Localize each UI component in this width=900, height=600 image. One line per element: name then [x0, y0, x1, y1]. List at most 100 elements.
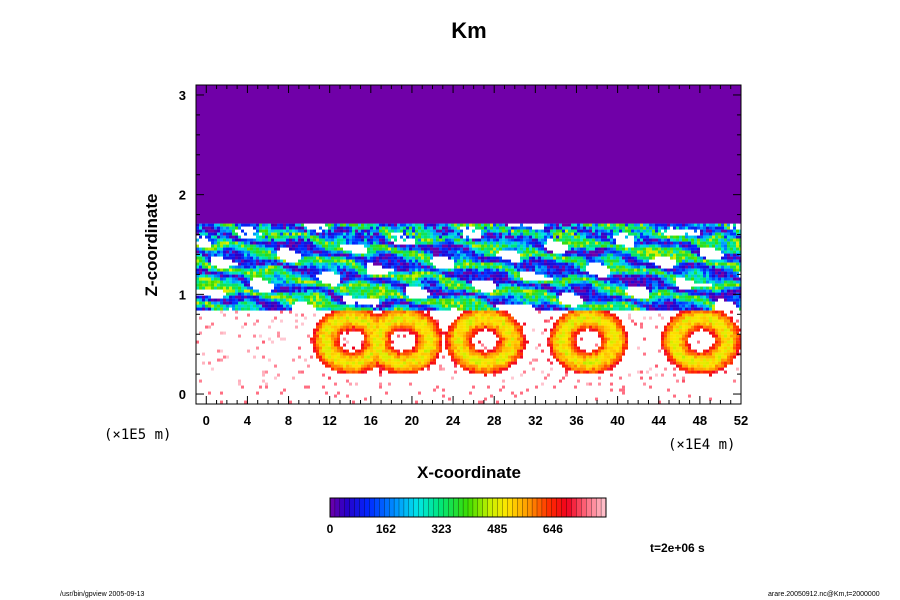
- heatmap-cell: [217, 244, 220, 248]
- heatmap-cell: [649, 316, 652, 320]
- heatmap-cell: [403, 301, 406, 305]
- heatmap-cell: [289, 226, 292, 230]
- heatmap-cell: [649, 271, 652, 275]
- heatmap-cell: [715, 316, 718, 320]
- heatmap-cell: [256, 241, 259, 245]
- heatmap-cell: [514, 265, 517, 269]
- heatmap-cell: [490, 253, 493, 257]
- heatmap-cell: [394, 283, 397, 287]
- heatmap-cell: [697, 316, 700, 320]
- heatmap-cell: [670, 301, 673, 305]
- heatmap-cell: [205, 265, 208, 269]
- heatmap-cell: [508, 277, 511, 281]
- heatmap-cell: [277, 229, 280, 233]
- heatmap-cell: [292, 244, 295, 248]
- heatmap-cell: [421, 232, 424, 236]
- heatmap-cell: [355, 292, 358, 296]
- heatmap-cell: [331, 286, 334, 290]
- heatmap-cell: [202, 226, 205, 230]
- heatmap-cell: [322, 286, 325, 290]
- heatmap-cell: [337, 286, 340, 290]
- heatmap-cell: [361, 286, 364, 290]
- heatmap-cell: [580, 259, 583, 263]
- heatmap-cell: [199, 271, 202, 275]
- heatmap-cell: [634, 307, 637, 311]
- heatmap-cell: [310, 298, 313, 302]
- heatmap-cell: [304, 292, 307, 296]
- heatmap-cell: [676, 301, 679, 305]
- heatmap-cell: [436, 307, 439, 311]
- heatmap-cell: [313, 265, 316, 269]
- heatmap-cell: [715, 292, 718, 296]
- heatmap-cell: [340, 250, 343, 254]
- heatmap-cell: [403, 310, 406, 314]
- heatmap-cell: [535, 247, 538, 251]
- heatmap-cell: [466, 286, 469, 290]
- heatmap-cell: [562, 289, 565, 293]
- heatmap-cell: [682, 262, 685, 266]
- heatmap-cell: [694, 301, 697, 305]
- heatmap-cell: [664, 241, 667, 245]
- heatmap-cell: [277, 289, 280, 293]
- heatmap-cell: [691, 238, 694, 242]
- heatmap-cell: [430, 295, 433, 299]
- heatmap-cell: [388, 247, 391, 251]
- heatmap-cell: [220, 253, 223, 257]
- heatmap-cell: [367, 313, 370, 317]
- heatmap-cell: [322, 289, 325, 293]
- heatmap-cell: [352, 310, 355, 314]
- heatmap-cell: [418, 256, 421, 260]
- heatmap-cell: [466, 301, 469, 305]
- heatmap-cell: [631, 232, 634, 236]
- heatmap-cell: [694, 307, 697, 311]
- heatmap-cell: [715, 271, 718, 275]
- heatmap-cell: [733, 286, 736, 290]
- heatmap-cell: [700, 280, 703, 284]
- heatmap-cell: [451, 244, 454, 248]
- heatmap-cell: [667, 238, 670, 242]
- heatmap-cell: [268, 301, 271, 305]
- heatmap-cell: [544, 226, 547, 230]
- heatmap-cell: [502, 283, 505, 287]
- heatmap-cell: [622, 262, 625, 266]
- heatmap-cell: [406, 244, 409, 248]
- heatmap-cell: [499, 271, 502, 275]
- heatmap-cell: [409, 262, 412, 266]
- heatmap-cell: [715, 313, 718, 317]
- heatmap-cell: [445, 244, 448, 248]
- heatmap-cell: [577, 250, 580, 254]
- heatmap-cell: [613, 262, 616, 266]
- heatmap-cell: [664, 304, 667, 308]
- heatmap-cell: [382, 256, 385, 260]
- heatmap-cell: [379, 298, 382, 302]
- heatmap-cell: [655, 247, 658, 251]
- heatmap-cell: [292, 295, 295, 299]
- heatmap-cell: [304, 229, 307, 233]
- heatmap-cell: [481, 226, 484, 230]
- heatmap-cell: [400, 298, 403, 302]
- heatmap-cell: [436, 292, 439, 296]
- heatmap-cell: [484, 271, 487, 275]
- heatmap-cell: [472, 265, 475, 269]
- heatmap-cell: [349, 253, 352, 257]
- heatmap-cell: [589, 241, 592, 245]
- heatmap-cell: [466, 259, 469, 263]
- heatmap-cell: [232, 268, 235, 272]
- heatmap-cell: [457, 277, 460, 281]
- heatmap-cell: [694, 313, 697, 317]
- heatmap-cell: [616, 280, 619, 284]
- heatmap-cell: [313, 247, 316, 251]
- heatmap-cell: [349, 232, 352, 236]
- heatmap-cell: [412, 301, 415, 305]
- heatmap-cell: [316, 304, 319, 308]
- heatmap-cell: [211, 307, 214, 311]
- heatmap-cell: [304, 271, 307, 275]
- heatmap-cell: [391, 277, 394, 281]
- heatmap-cell: [361, 232, 364, 236]
- heatmap-cell: [505, 247, 508, 251]
- heatmap-cell: [361, 283, 364, 287]
- heatmap-cell: [691, 244, 694, 248]
- heatmap-cell: [727, 232, 730, 236]
- heatmap-cell: [520, 238, 523, 242]
- heatmap-cell: [334, 316, 337, 320]
